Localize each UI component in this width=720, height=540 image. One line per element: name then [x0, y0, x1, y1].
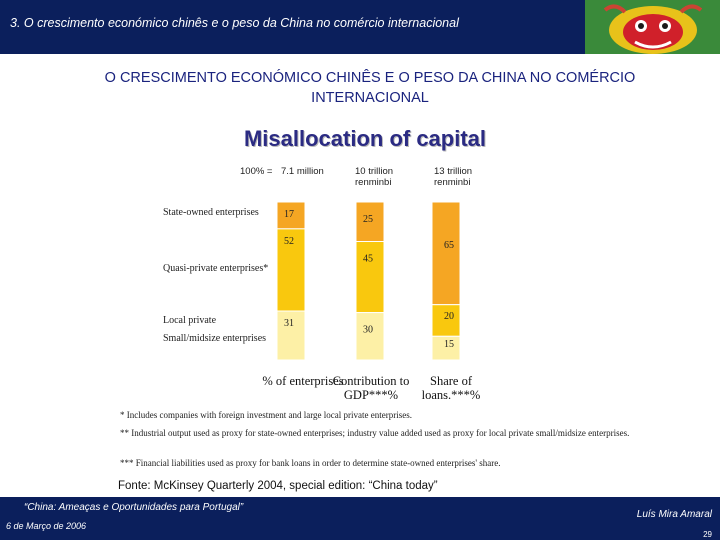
total-label-enterprises: 7.1 million [281, 166, 324, 177]
header-bar [0, 0, 585, 52]
header-title: 3. O crescimento económico chinês e o pe… [10, 16, 459, 30]
footer-bar [0, 497, 720, 540]
page-number: 29 [703, 530, 712, 539]
footer-date: 6 de Março de 2006 [6, 521, 87, 531]
source-text: Fonte: McKinsey Quarterly 2004, special … [118, 480, 438, 492]
footnote-2: ** Industrial output used as proxy for s… [120, 428, 630, 438]
bar-segment-quasi-private-2 [355, 241, 385, 314]
chart-title: Misallocation of capital [243, 126, 487, 151]
bar-segment-quasi-private-3 [431, 304, 461, 337]
row-label-state-owned: State-owned enterprises [163, 207, 259, 218]
page-title: O CRESCIMENTO ECONÓMICO CHINÊS E O PESO … [104, 70, 636, 106]
value-label-small-midsize-2: 30 [363, 325, 373, 336]
category-label-loans: Share of loans.***% [421, 374, 481, 402]
value-label-quasi-private-2: 45 [363, 254, 373, 265]
bar-segment-small-midsize-2 [355, 312, 385, 361]
footnote-3: *** Financial liabilities used as proxy … [120, 458, 501, 468]
value-label-small-midsize-3: 15 [444, 339, 454, 350]
header-rule [0, 52, 585, 54]
value-label-state-owned-3: 65 [444, 240, 454, 251]
bar-segment-state-owned-3 [431, 201, 461, 306]
row-label-small-midsize: Small/midsize enterprises [163, 333, 267, 344]
bar-segment-quasi-private-1 [276, 228, 306, 312]
footer-presentation-title: “China: Ameaças e Oportunidades para Por… [24, 502, 244, 513]
row-label-local-private: Local private [163, 315, 217, 326]
category-label-gdp: Contribution to GDP***% [332, 374, 410, 402]
row-label-quasi-private: Quasi-private enterprises* [163, 263, 269, 274]
value-label-small-midsize-1: 31 [284, 318, 294, 329]
bar-segment-small-midsize-3 [431, 335, 461, 361]
total-label-loans: 13 trillion renminbi [434, 166, 473, 188]
bar-segment-small-midsize-1 [276, 310, 306, 361]
footer-author: Luís Mira Amaral [636, 509, 712, 520]
total-prefix: 100% = [240, 166, 273, 177]
value-label-state-owned-1: 17 [284, 209, 294, 220]
total-label-gdp: 10 trillion renminbi [355, 166, 394, 188]
footnote-1: * Includes companies with foreign invest… [120, 410, 412, 420]
bar-segment-state-owned-2 [355, 201, 385, 242]
lion-mask-logo [585, 0, 720, 54]
category-label-enterprises: % of enterprises [262, 374, 344, 388]
value-label-quasi-private-1: 52 [284, 236, 294, 247]
value-label-quasi-private-3: 20 [444, 311, 454, 322]
value-label-state-owned-2: 25 [363, 214, 373, 225]
